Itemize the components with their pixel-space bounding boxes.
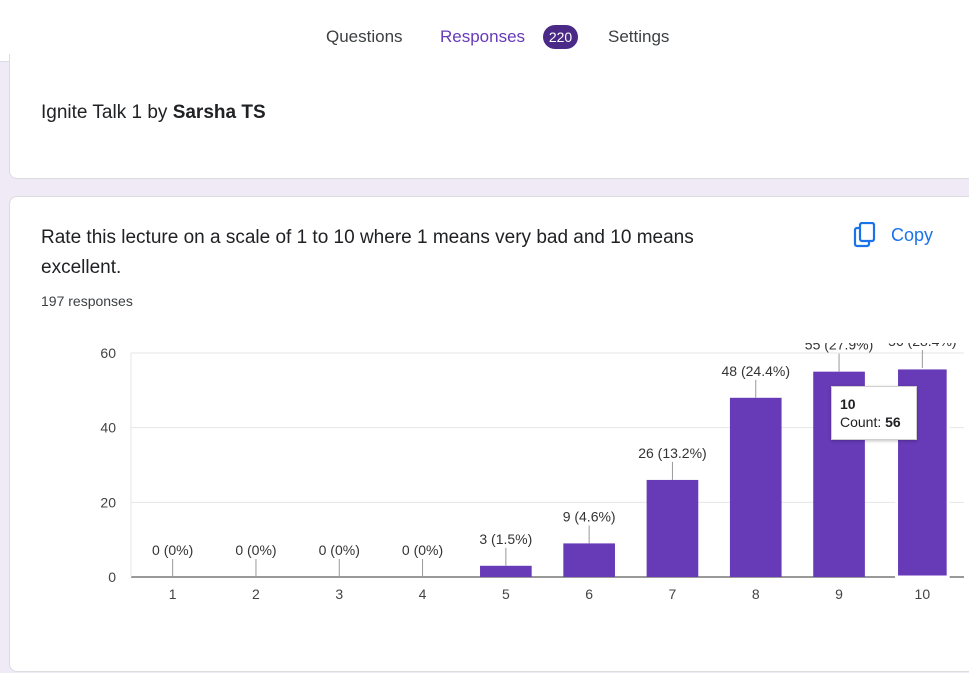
- form-title-prefix: Ignite Talk 1 by: [41, 102, 173, 123]
- x-tick-label: 8: [752, 586, 760, 602]
- data-label: 0 (0%): [235, 542, 276, 558]
- data-label: 0 (0%): [402, 542, 443, 558]
- data-label: 0 (0%): [319, 542, 360, 558]
- tooltip-count-value: 56: [885, 414, 901, 430]
- bar-chart: 0 20 40 60 0 (0%) 1 0 (0%) 2 0 (0%) 3 0 (0%) 4 3 (1.…: [100, 343, 964, 602]
- tab-questions[interactable]: Questions: [326, 27, 403, 46]
- responses-count-badge: 220: [543, 25, 578, 49]
- form-title-author: Sarsha TS: [172, 102, 266, 123]
- y-tick-label: 20: [100, 494, 116, 510]
- question-summary-card: Rate this lecture on a scale of 1 to 10 …: [9, 196, 969, 672]
- form-title: Ignite Talk 1 by Sarsha TS: [41, 102, 266, 124]
- chart-tooltip: 10 Count: 56: [831, 386, 917, 440]
- data-label: 55 (27.9%): [805, 343, 873, 353]
- x-tick-label: 3: [335, 586, 343, 602]
- x-tick-label: 9: [835, 586, 843, 602]
- tooltip-count: Count: 56: [840, 414, 901, 430]
- tooltip-count-label: Count:: [840, 414, 886, 430]
- tab-settings[interactable]: Settings: [608, 27, 670, 46]
- x-tick-label: 7: [669, 586, 677, 602]
- y-tick-label: 0: [108, 569, 116, 585]
- y-tick-label: 40: [100, 420, 116, 436]
- top-tab-bar: Questions Responses 220 Settings: [0, 0, 969, 62]
- data-label: 26 (13.2%): [638, 445, 706, 461]
- data-label: 9 (4.6%): [563, 508, 616, 524]
- data-label: 56 (28.4%): [888, 343, 956, 349]
- copy-icon: [853, 222, 876, 248]
- copy-label: Copy: [891, 225, 934, 245]
- x-tick-label: 5: [502, 586, 510, 602]
- tooltip-title: 10: [840, 396, 856, 412]
- tab-responses[interactable]: Responses: [440, 27, 526, 46]
- bar: [646, 479, 699, 577]
- x-tick-label: 2: [252, 586, 260, 602]
- y-tick-label: 60: [100, 345, 116, 361]
- form-title-card: Ignite Talk 1 by Sarsha TS: [9, 54, 969, 179]
- data-label: 0 (0%): [152, 542, 193, 558]
- bar: [480, 565, 532, 577]
- data-label: 48 (24.4%): [722, 363, 790, 379]
- response-count: 197 responses: [41, 293, 133, 309]
- bar: [563, 543, 615, 577]
- x-tick-label: 10: [915, 586, 931, 602]
- question-text: Rate this lecture on a scale of 1 to 10 …: [41, 227, 694, 278]
- bar: [729, 397, 782, 577]
- x-tick-label: 4: [419, 586, 427, 602]
- x-tick-label: 6: [585, 586, 593, 602]
- x-tick-label: 1: [169, 586, 177, 602]
- data-label: 3 (1.5%): [479, 531, 532, 547]
